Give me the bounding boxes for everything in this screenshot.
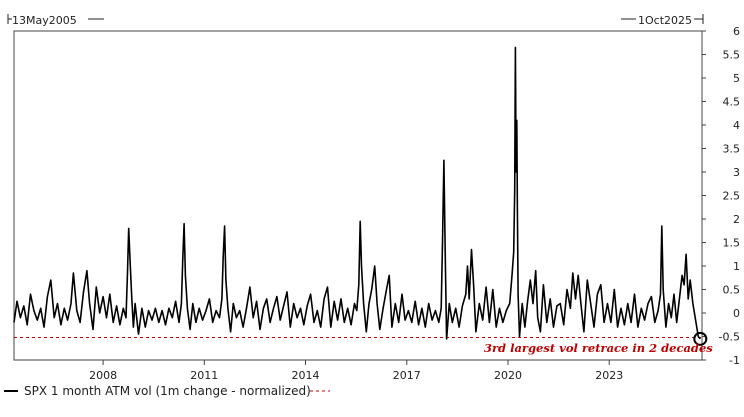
- y-tick-label: 1: [733, 260, 740, 273]
- y-tick-label: -0.5: [719, 331, 740, 344]
- x-tick-label: 2023: [595, 369, 623, 382]
- y-tick-label: 4.5: [723, 96, 741, 109]
- y-tick-label: 3.5: [723, 143, 741, 156]
- y-tick-label: 2: [733, 213, 740, 226]
- series-layer: [13, 46, 708, 346]
- y-tick-label: 5.5: [723, 49, 741, 62]
- axes-layer: [7, 14, 706, 365]
- y-tick-label: 0: [733, 307, 740, 320]
- y-tick-label: 5: [733, 72, 740, 85]
- x-tick-label: 2011: [190, 369, 218, 382]
- annotation-text: 3rd largest vol retrace in 2 decades: [484, 341, 713, 355]
- highlight-circle: [693, 331, 708, 346]
- y-tick-label: 3: [733, 166, 740, 179]
- y-tick-label: 1.5: [723, 237, 741, 250]
- y-tick-label: 2.5: [723, 190, 741, 203]
- x-tick-label: 2017: [393, 369, 421, 382]
- x-tick-label: 2020: [494, 369, 522, 382]
- series-line-spx-vol: [13, 46, 701, 340]
- range-start-label: 13May2005: [12, 14, 77, 27]
- x-tick-label: 2014: [292, 369, 320, 382]
- y-tick-label: 0.5: [723, 284, 741, 297]
- label-layer: 13May2005 1Oct2025 3rd largest vol retra…: [4, 14, 740, 398]
- y-tick-label: 6: [733, 25, 740, 38]
- range-end-label: 1Oct2025: [638, 14, 692, 27]
- y-tick-label: -1: [729, 354, 740, 367]
- x-tick-label: 2008: [89, 369, 117, 382]
- legend-label: SPX 1 month ATM vol (1m change - normali…: [24, 384, 311, 398]
- y-tick-label: 4: [733, 119, 740, 132]
